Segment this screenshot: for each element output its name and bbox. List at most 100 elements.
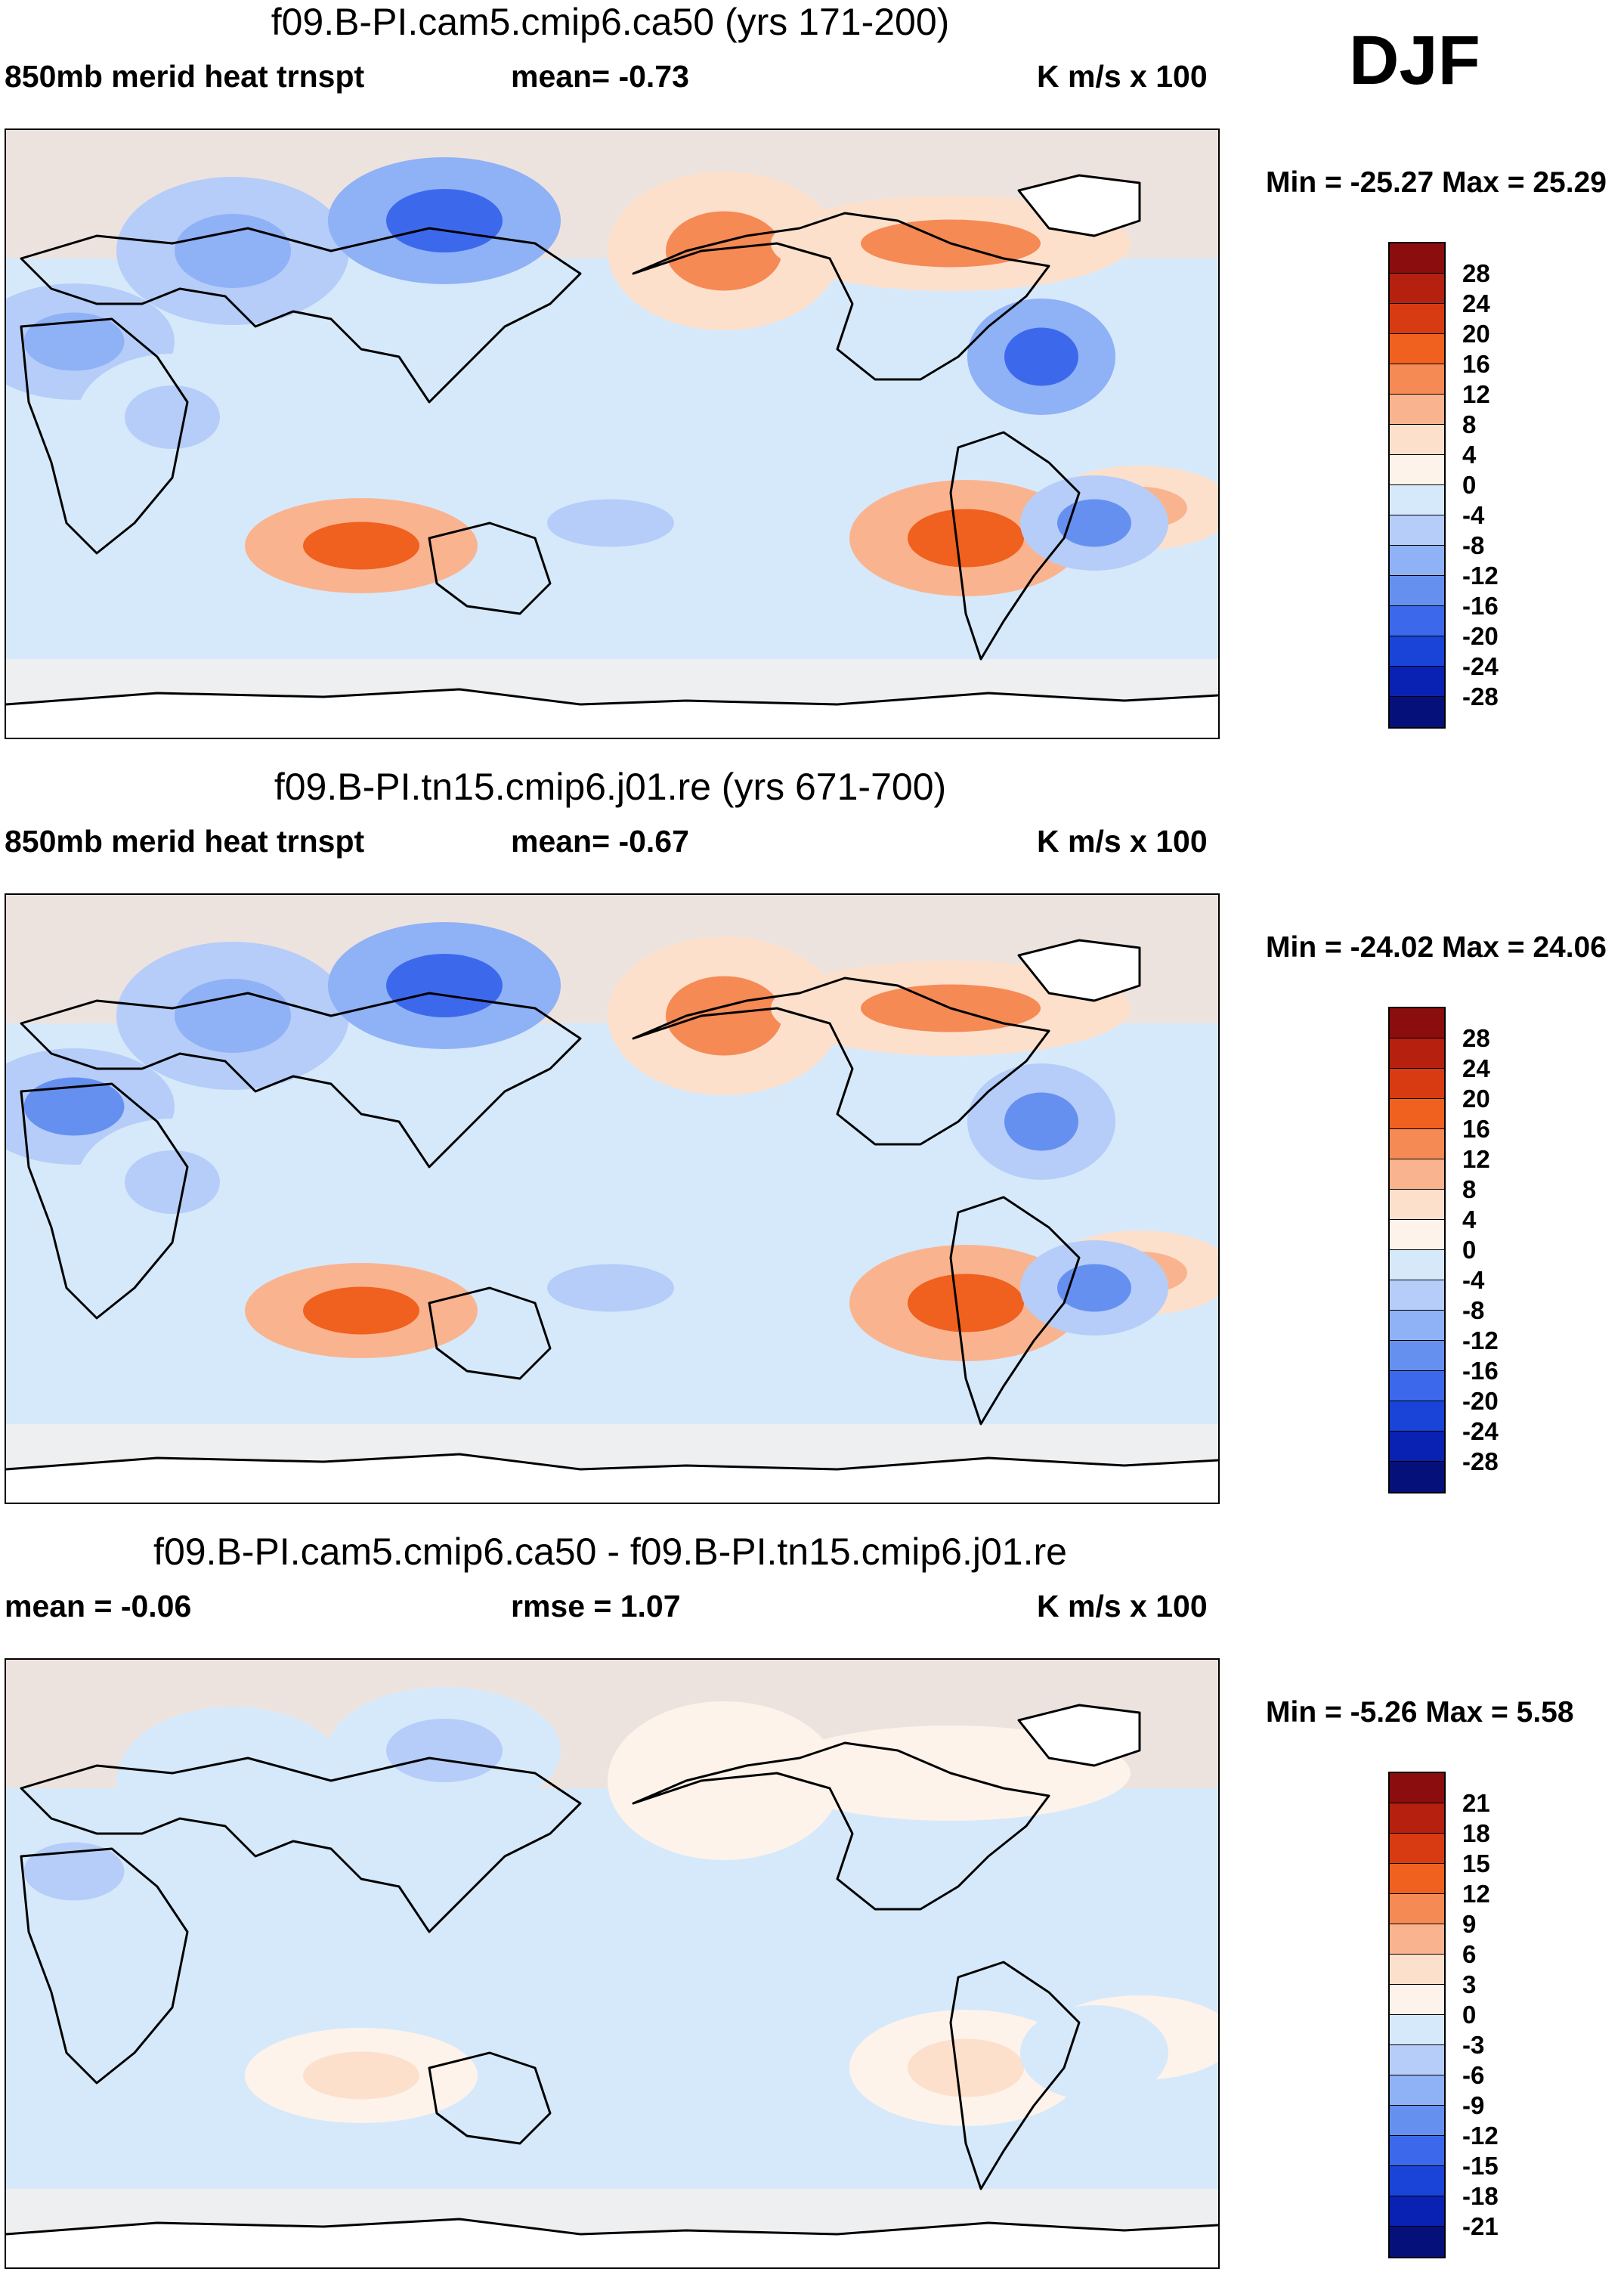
- coastline: [949, 431, 1081, 661]
- colorbar-swatch: [1390, 697, 1444, 727]
- colorbar-tick-label: 3: [1462, 1970, 1477, 1998]
- colorbar-tick-label: -21: [1462, 2212, 1499, 2240]
- greenland-land: [1019, 175, 1140, 236]
- coastline: [632, 1741, 1050, 1911]
- colorbar-tick-label: 12: [1462, 380, 1490, 408]
- anomaly-field-core: [1004, 327, 1078, 386]
- colorbar-tick-label: 8: [1462, 1175, 1477, 1203]
- colorbar-tick-label: -20: [1462, 622, 1499, 650]
- anomaly-field-core: [125, 1915, 220, 1979]
- anomaly-field-core: [1057, 1264, 1131, 1312]
- anomaly-field-core: [1057, 499, 1131, 547]
- colorbar-swatch: [1390, 395, 1444, 425]
- colorbar-tick-label: -28: [1462, 682, 1499, 710]
- colorbar-tick-label: -12: [1462, 2122, 1499, 2150]
- coastline: [1017, 174, 1141, 237]
- anomaly-field-core: [303, 522, 419, 570]
- colorbar-tick-label: -3: [1462, 2031, 1485, 2059]
- coastline: [20, 1757, 582, 1933]
- anomaly-field-core: [125, 385, 220, 449]
- colorbar-swatch: [1390, 1834, 1444, 1864]
- colorbar-tick-label: 8: [1462, 410, 1477, 438]
- colorbar-swatches: [1388, 1007, 1446, 1493]
- colorbar-swatch: [1390, 274, 1444, 304]
- colorbar-swatch: [1390, 304, 1444, 334]
- antarctica-land: [6, 689, 1218, 738]
- colorbar-swatch: [1390, 455, 1444, 485]
- map-canvas: [5, 893, 1220, 1504]
- panel-subtitle-units: K m/s x 100: [1037, 59, 1208, 94]
- coastline: [6, 688, 1218, 706]
- coastline: [632, 977, 1050, 1146]
- colorbar-tick-label: 28: [1462, 259, 1490, 287]
- colorbar-swatch: [1390, 1341, 1444, 1371]
- colorbar-tick-label: 6: [1462, 1940, 1477, 1968]
- colorbar-tick-label: 4: [1462, 441, 1477, 469]
- colorbar-tick-label: 24: [1462, 289, 1490, 317]
- colorbar-swatch: [1390, 1462, 1444, 1492]
- min-max-label: Min = -25.27 Max = 25.29: [1266, 166, 1607, 199]
- colorbar-tick-label: 28: [1462, 1024, 1490, 1052]
- colorbar-swatch: [1390, 1311, 1444, 1341]
- colorbar-tick-label: 20: [1462, 320, 1490, 348]
- coastline: [20, 992, 582, 1168]
- map-canvas: [5, 1658, 1220, 2269]
- greenland-land: [1019, 1705, 1140, 1766]
- colorbar-swatch: [1390, 1401, 1444, 1432]
- colorbar-swatch: [1390, 1008, 1444, 1038]
- anomaly-field-core: [23, 312, 125, 371]
- colorbar-swatch: [1390, 1220, 1444, 1250]
- coastline: [20, 1847, 189, 2085]
- anomaly-field-core: [175, 214, 291, 288]
- colorbar-tick-label: -12: [1462, 562, 1499, 590]
- colorbar: 28 24 20 16 12 8 4 0 -4 -8 -12 -16 -20 -24 -28: [1388, 1007, 1499, 1493]
- panel-title: f09.B-PI.cam5.cmip6.ca50 (yrs 171-200): [271, 1, 950, 43]
- colorbar-swatch: [1390, 2015, 1444, 2045]
- anomaly-field-core: [547, 2029, 674, 2077]
- anomaly-field-core: [125, 1150, 220, 1214]
- colorbar-swatch: [1390, 636, 1444, 667]
- colorbar-swatch: [1390, 1432, 1444, 1462]
- anomaly-field-core: [547, 499, 674, 547]
- map-graphic: [6, 895, 1218, 1503]
- colorbar-tick-label: -24: [1462, 1417, 1499, 1445]
- panel-subtitle-units: K m/s x 100: [1037, 1589, 1208, 1623]
- colorbar-tick-label: -8: [1462, 531, 1485, 559]
- colorbar-swatch: [1390, 1371, 1444, 1401]
- coastline: [1017, 939, 1141, 1002]
- colorbar-swatch: [1390, 1894, 1444, 1924]
- coastline: [428, 2051, 552, 2145]
- min-max-label: Min = -5.26 Max = 5.58: [1266, 1696, 1574, 1729]
- colorbar-swatch: [1390, 243, 1444, 274]
- panel-subtitle-left: mean = -0.06: [5, 1589, 192, 1623]
- colorbar-tick-label: 12: [1462, 1145, 1490, 1173]
- coastline: [20, 1082, 189, 1320]
- colorbar-tick-label: -8: [1462, 1296, 1485, 1324]
- colorbar-swatch: [1390, 1129, 1444, 1159]
- panel-title: f09.B-PI.cam5.cmip6.ca50 - f09.B-PI.tn15…: [153, 1531, 1067, 1573]
- colorbar: 28 24 20 16 12 8 4 0 -4 -8 -12 -16 -20 -24 -28: [1388, 242, 1499, 729]
- anomaly-field-core: [175, 1744, 291, 1818]
- colorbar-tick-label: -12: [1462, 1326, 1499, 1354]
- panel-subtitle-mid: mean= -0.73: [511, 59, 689, 94]
- colorbar-tick-label: -18: [1462, 2182, 1499, 2210]
- anomaly-field-core: [666, 211, 782, 291]
- anomaly-field-core: [1057, 2029, 1131, 2077]
- season-label: DJF: [1349, 22, 1480, 99]
- colorbar-tick-label: 16: [1462, 350, 1490, 378]
- coastline: [6, 2218, 1218, 2236]
- panel-subtitle-mid: mean= -0.67: [511, 824, 689, 859]
- anomaly-field-core: [386, 954, 503, 1017]
- colorbar-tick-label: 20: [1462, 1085, 1490, 1113]
- anomaly-field-core: [175, 979, 291, 1053]
- colorbar-swatch: [1390, 1159, 1444, 1190]
- anomaly-field-core: [386, 189, 503, 252]
- map-graphic: [6, 130, 1218, 738]
- colorbar-tick-label: 9: [1462, 1910, 1477, 1938]
- colorbar-tick-label: -20: [1462, 1387, 1499, 1415]
- colorbar-swatch: [1390, 546, 1444, 576]
- anomaly-field-core: [666, 976, 782, 1056]
- anomaly-field-core: [1004, 1857, 1078, 1916]
- colorbar-swatch: [1390, 1803, 1444, 1834]
- colorbar-swatch: [1390, 364, 1444, 395]
